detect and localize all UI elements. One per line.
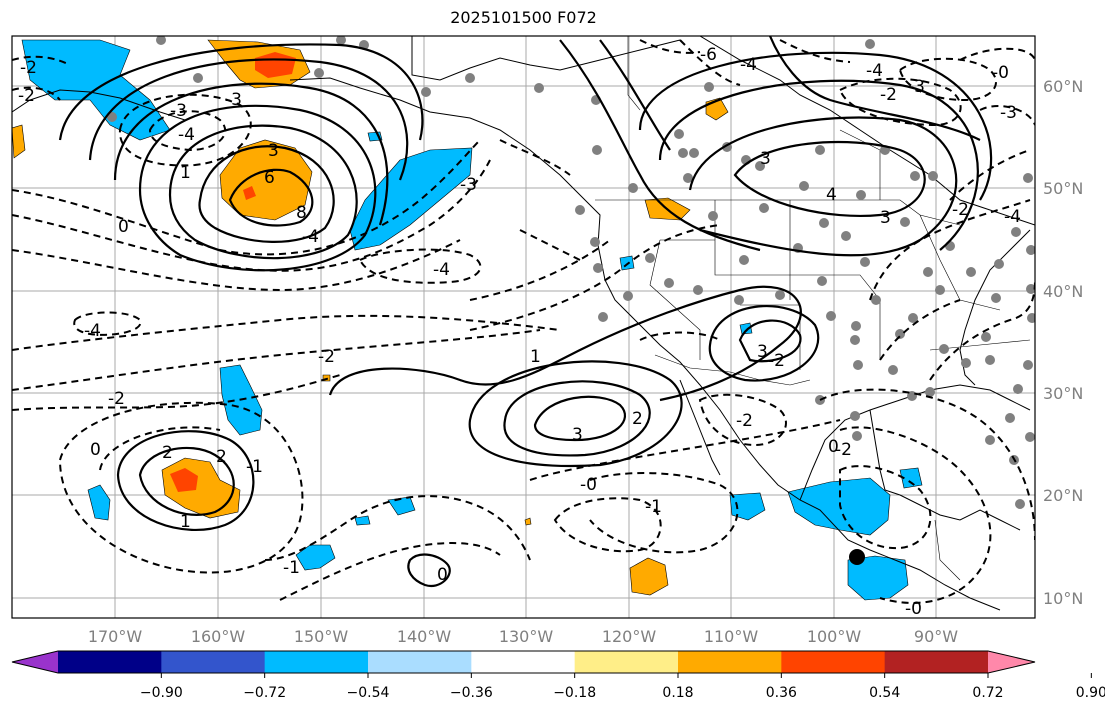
colorbar-segment (678, 651, 782, 673)
contour-label: -2 (318, 347, 335, 367)
contour-label: -4 (84, 321, 101, 341)
negative-height-contours (12, 39, 1035, 604)
contour-label: -2 (108, 389, 125, 409)
colorbar-tick-label: −0.18 (553, 685, 596, 701)
contour-labels: -2 -2 -3 -4 -3 0 1 3 6 8 -4 -2 -3 -4 -4 … (18, 45, 1021, 619)
contour-label: -0 (905, 599, 922, 619)
contour-label: -6 (700, 45, 717, 65)
contour-label: 1 (530, 347, 541, 367)
contour-label: 3 (757, 342, 768, 362)
longitude-tick-label: 150°W (294, 627, 349, 646)
contour-label: 0 (437, 565, 448, 585)
colorbar-segment (368, 651, 472, 673)
contour-label: 3 (760, 149, 771, 169)
contour-label: -2 (736, 411, 753, 431)
colorbar-segment (884, 651, 989, 673)
contour-label: 2 (216, 447, 227, 467)
contour-label: 3 (572, 425, 583, 445)
latitude-tick-label: 30°N (1043, 384, 1083, 403)
colorbar-extend-low (12, 651, 58, 673)
longitude-tick-label: 110°W (704, 627, 759, 646)
latitude-tick-label: 20°N (1043, 486, 1083, 505)
longitude-axis: 170°W 160°W 150°W 140°W 130°W 120°W 110°… (88, 627, 958, 646)
contour-label: 0 (90, 440, 101, 460)
longitude-tick-label: 170°W (88, 627, 143, 646)
colorbar-segment (574, 651, 679, 673)
station-markers (107, 36, 1035, 509)
contour-label: -2 (18, 86, 35, 106)
contour-label: -3 (170, 101, 187, 121)
colorbar-tick-label: −0.54 (347, 685, 390, 701)
contour-label: 6 (264, 168, 275, 188)
contour-label: -3 (1000, 103, 1017, 123)
colorbar-tick-label: −0.36 (450, 685, 493, 701)
contour-label: -1 (645, 497, 662, 517)
colorbar-tick-label: 0.72 (972, 685, 1003, 701)
political-borders (595, 36, 1031, 581)
contour-label: -2 (835, 440, 852, 460)
latitude-tick-label: 50°N (1043, 179, 1083, 198)
colorbar-tick-label: 0.36 (766, 685, 797, 701)
colorbar-tick-label: 0.54 (869, 685, 900, 701)
contour-label: -4 (302, 227, 319, 247)
contour-label: 4 (826, 185, 837, 205)
contour-label: 0 (118, 217, 129, 237)
latitude-tick-label: 10°N (1043, 589, 1083, 608)
colorbar-tick-label: −0.90 (140, 685, 183, 701)
colorbar-tick-label: 0.90 (1076, 685, 1105, 701)
latitude-tick-label: 40°N (1043, 282, 1083, 301)
positive-height-contours (58, 36, 993, 588)
colorbar-segment (264, 651, 369, 673)
contour-label: -2 (952, 200, 969, 220)
contour-label: 1 (180, 512, 191, 532)
colorbar-tick-label: −0.72 (243, 685, 286, 701)
contour-label: 2 (632, 409, 643, 429)
contour-label: -1 (246, 457, 263, 477)
map-frame (11, 35, 1036, 619)
colorbar-outline (11, 650, 1036, 674)
latitude-axis: 10°N 20°N 30°N 40°N 50°N 60°N (1043, 77, 1083, 608)
contour-label: -4 (740, 55, 757, 75)
contour-label: -4 (178, 125, 195, 145)
colorbar-tick-label: 0.18 (662, 685, 693, 701)
colorbar-segment (781, 651, 886, 673)
colorbar-segment (161, 651, 266, 673)
contour-label: -3 (908, 77, 925, 97)
map-title: 2025101500 F072 (450, 8, 597, 27)
contour-label: -3 (460, 175, 477, 195)
latitude-tick-label: 60°N (1043, 77, 1083, 96)
colorbar-ticks: −0.90 −0.72 −0.54 −0.36 −0.18 0.18 0.36 0.54 0.7… (140, 673, 1105, 701)
contour-label: 8 (296, 203, 307, 223)
contour-label: -3 (225, 90, 242, 110)
contour-label: -2 (20, 58, 37, 78)
colorbar-extend-high (988, 651, 1035, 673)
contour-label: 3 (880, 208, 891, 228)
contour-label: -2 (880, 85, 897, 105)
colorbar-segment (58, 651, 162, 673)
contour-label: -4 (433, 260, 450, 280)
contour-label: 3 (268, 141, 279, 161)
longitude-tick-label: 140°W (397, 627, 452, 646)
longitude-tick-label: 90°W (914, 627, 958, 646)
longitude-tick-label: 120°W (602, 627, 657, 646)
contour-label: -4 (1004, 207, 1021, 227)
contour-label: 1 (180, 163, 191, 183)
contour-label: -4 (866, 61, 883, 81)
contour-label: -2 (768, 351, 785, 371)
colorbar (11, 650, 1036, 674)
contour-label: -1 (283, 558, 300, 578)
contour-label: -0 (992, 63, 1009, 83)
location-marker (849, 549, 865, 565)
contour-label: -0 (580, 475, 597, 495)
longitude-tick-label: 100°W (807, 627, 862, 646)
contour-label: 2 (162, 443, 173, 463)
colorbar-segment (471, 651, 576, 673)
longitude-tick-label: 160°W (191, 627, 246, 646)
contour-label: 0 (828, 437, 839, 457)
longitude-tick-label: 130°W (499, 627, 554, 646)
